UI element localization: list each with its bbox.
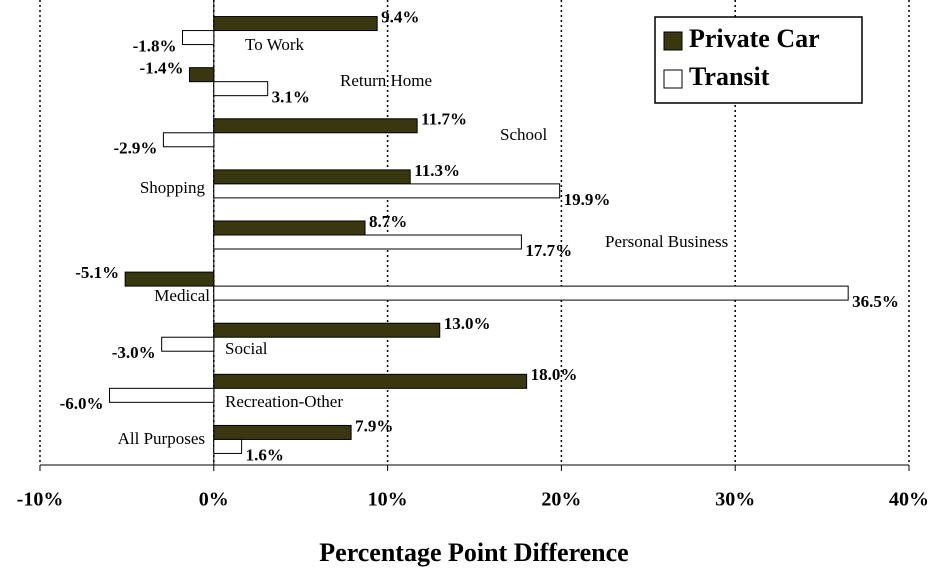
bar bbox=[213, 424, 352, 440]
value-label: 11.7% bbox=[421, 110, 467, 129]
legend-swatch bbox=[663, 31, 683, 51]
x-tick-label: 30% bbox=[715, 489, 755, 511]
value-label: 1.6% bbox=[246, 445, 284, 464]
bar bbox=[162, 132, 215, 148]
value-label: -5.1% bbox=[75, 263, 119, 282]
category-label: To Work bbox=[245, 35, 304, 54]
bar bbox=[213, 16, 378, 32]
category-label: Social bbox=[225, 339, 268, 358]
category-label: Recreation-Other bbox=[225, 392, 343, 411]
value-label: -6.0% bbox=[60, 394, 104, 413]
bar bbox=[213, 118, 418, 134]
value-label: 7.9% bbox=[355, 416, 393, 435]
legend-swatch bbox=[663, 69, 683, 89]
category-label: Return Home bbox=[340, 71, 432, 90]
value-label: 17.7% bbox=[525, 241, 572, 260]
bar bbox=[213, 220, 366, 236]
bar bbox=[188, 67, 215, 83]
x-tick-label: 0% bbox=[199, 489, 229, 511]
bar bbox=[213, 322, 441, 338]
category-label: Shopping bbox=[140, 178, 206, 197]
bar bbox=[182, 30, 215, 46]
bar bbox=[213, 81, 269, 97]
x-tick-label: 20% bbox=[541, 489, 581, 511]
category-label: Personal Business bbox=[605, 232, 728, 251]
category-label: All Purposes bbox=[118, 429, 205, 448]
category-label: School bbox=[500, 125, 548, 144]
legend-label: Private Car bbox=[689, 24, 820, 53]
bar bbox=[213, 438, 243, 454]
category-label: Medical bbox=[154, 286, 210, 305]
value-label: 11.3% bbox=[414, 161, 460, 180]
value-label: 36.5% bbox=[852, 292, 899, 311]
value-label: -1.8% bbox=[133, 36, 177, 55]
value-label: 9.4% bbox=[381, 7, 419, 26]
bar bbox=[213, 183, 561, 199]
x-axis-title: Percentage Point Difference bbox=[319, 538, 628, 567]
value-label: 8.7% bbox=[369, 212, 407, 231]
x-tick-label: 40% bbox=[889, 489, 929, 511]
bar bbox=[109, 387, 215, 403]
value-label: -2.9% bbox=[113, 139, 157, 158]
value-label: 19.9% bbox=[564, 190, 611, 209]
x-tick-label: 10% bbox=[368, 489, 408, 511]
bar bbox=[124, 271, 215, 287]
bar bbox=[213, 373, 528, 389]
value-label: -1.4% bbox=[140, 59, 184, 78]
bar bbox=[213, 169, 411, 185]
bar bbox=[161, 336, 215, 352]
x-tick-label: -10% bbox=[17, 489, 64, 511]
value-label: 13.0% bbox=[444, 314, 491, 333]
legend-label: Transit bbox=[689, 62, 770, 91]
bar bbox=[213, 285, 849, 301]
value-label: 18.0% bbox=[531, 365, 578, 384]
bar bbox=[213, 234, 522, 250]
value-label: -3.0% bbox=[112, 343, 156, 362]
value-label: 3.1% bbox=[272, 88, 310, 107]
legend-box bbox=[654, 16, 863, 104]
